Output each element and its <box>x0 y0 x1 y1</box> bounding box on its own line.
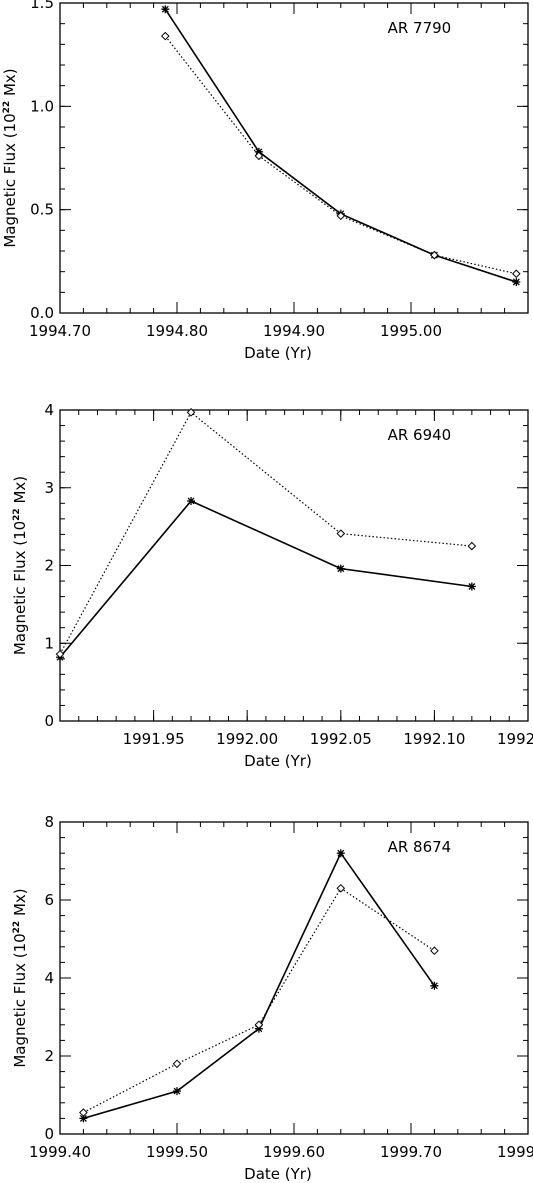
x-axis-title: Date (Yr) <box>244 752 312 770</box>
x-tick-label: 1991.95 <box>123 730 185 748</box>
y-tick-label: 1 <box>44 634 54 652</box>
x-tick-label: 1994.80 <box>146 322 208 340</box>
y-axis-title-prefix: Magnetic Flux (10 <box>11 933 29 1067</box>
x-tick-label: 1999.50 <box>146 1143 208 1161</box>
y-tick-label: 0 <box>44 1125 54 1143</box>
x-axis-title: Date (Yr) <box>244 1165 312 1183</box>
x-tick-label: 1995.00 <box>380 322 442 340</box>
data-point-diamond <box>336 529 346 538</box>
data-point-diamond <box>160 31 170 41</box>
x-tick-label: 1999.80 <box>497 1143 533 1161</box>
y-tick-label: 0.5 <box>30 201 54 219</box>
x-tick-label: 1992.05 <box>310 730 372 748</box>
data-point-asterisk <box>79 1114 88 1123</box>
data-point-asterisk <box>187 496 196 505</box>
data-point-diamond <box>172 1059 182 1069</box>
y-tick-label: 4 <box>44 969 54 987</box>
series-line-dotted <box>83 887 435 1114</box>
x-tick-label: 1992.00 <box>216 730 278 748</box>
y-axis-title: Magnetic Flux (1022 Mx) <box>11 888 29 1067</box>
y-tick-label: 1.5 <box>30 0 54 12</box>
y-axis-title-prefix: Magnetic Flux (10 <box>1 113 19 247</box>
y-axis-title-suffix: Mx) <box>1 68 19 100</box>
chart-panel-1: 1994.70 1994.80 1994.90 1995.00 0.0 0.5 1.0 1.5… <box>1 0 529 362</box>
chart-panel-3: 1999.40 1999.50 1999.60 1999.70 1999.80 0 2 4 6 8… <box>11 813 533 1183</box>
y-tick-label: 1.0 <box>30 97 54 115</box>
series-line-solid <box>164 8 517 283</box>
y-tick-label: 2 <box>44 557 54 575</box>
x-axis-title: Date (Yr) <box>244 344 312 362</box>
y-axis-title: Magnetic Flux (1022 Mx) <box>11 476 29 655</box>
y-axis-title-exponent: 22 <box>2 101 12 114</box>
plot-frame <box>59 2 529 314</box>
y-tick-label: 2 <box>44 1047 54 1065</box>
data-point-asterisk <box>467 582 476 591</box>
data-point-diamond <box>511 269 521 279</box>
region-label: AR 8674 <box>388 838 452 856</box>
y-axis-title-exponent: 22 <box>12 508 22 521</box>
plot-frame <box>59 821 529 1135</box>
data-point-diamond <box>186 408 196 417</box>
region-label: AR 7790 <box>388 19 452 37</box>
y-tick-label: 3 <box>44 479 54 497</box>
y-axis-title: Magnetic Flux (1022 Mx) <box>1 68 19 247</box>
y-axis-title-prefix: Magnetic Flux (10 <box>11 521 29 655</box>
x-tick-label: 1999.60 <box>263 1143 325 1161</box>
y-axis-title-exponent: 22 <box>12 921 22 934</box>
series-line-dotted <box>59 411 472 655</box>
data-point-diamond <box>430 250 439 260</box>
data-point-asterisk <box>336 849 345 858</box>
series-line-dotted <box>164 35 517 275</box>
data-point-asterisk <box>161 5 170 14</box>
region-label: AR 6940 <box>388 426 452 444</box>
y-tick-label: 4 <box>44 401 54 419</box>
data-point-diamond <box>430 946 439 956</box>
data-point-asterisk <box>430 981 439 990</box>
data-point-diamond <box>55 649 65 659</box>
y-tick-label: 6 <box>44 891 54 909</box>
x-tick-label: 1999.40 <box>29 1143 91 1161</box>
x-tick-label: 1999.70 <box>380 1143 442 1161</box>
data-point-diamond <box>254 151 264 161</box>
plot-frame <box>59 409 529 722</box>
chart-panel-2: 1991.95 1992.00 1992.05 1992.10 1992.15 0 1 2 3 4… <box>11 401 533 770</box>
y-tick-label: 8 <box>44 813 54 831</box>
data-point-diamond <box>79 1108 88 1117</box>
data-point-diamond <box>254 1020 264 1030</box>
series-line-solid <box>59 499 472 658</box>
data-point-diamond <box>336 883 346 893</box>
data-point-asterisk <box>173 1087 181 1096</box>
data-point-asterisk <box>512 278 521 286</box>
x-tick-label: 1994.90 <box>263 322 325 340</box>
data-point-diamond <box>467 541 477 551</box>
y-axis-title-suffix: Mx) <box>11 476 29 508</box>
y-tick-label: 0 <box>44 712 54 730</box>
y-tick-label: 0.0 <box>30 304 54 322</box>
x-tick-label: 1992.10 <box>403 730 465 748</box>
data-point-diamond <box>336 211 346 221</box>
y-axis-title-suffix: Mx) <box>11 888 29 920</box>
x-tick-label: 1994.70 <box>29 322 91 340</box>
series-line-solid <box>83 851 436 1120</box>
x-tick-label: 1992.15 <box>497 730 533 748</box>
data-point-asterisk <box>336 564 345 573</box>
